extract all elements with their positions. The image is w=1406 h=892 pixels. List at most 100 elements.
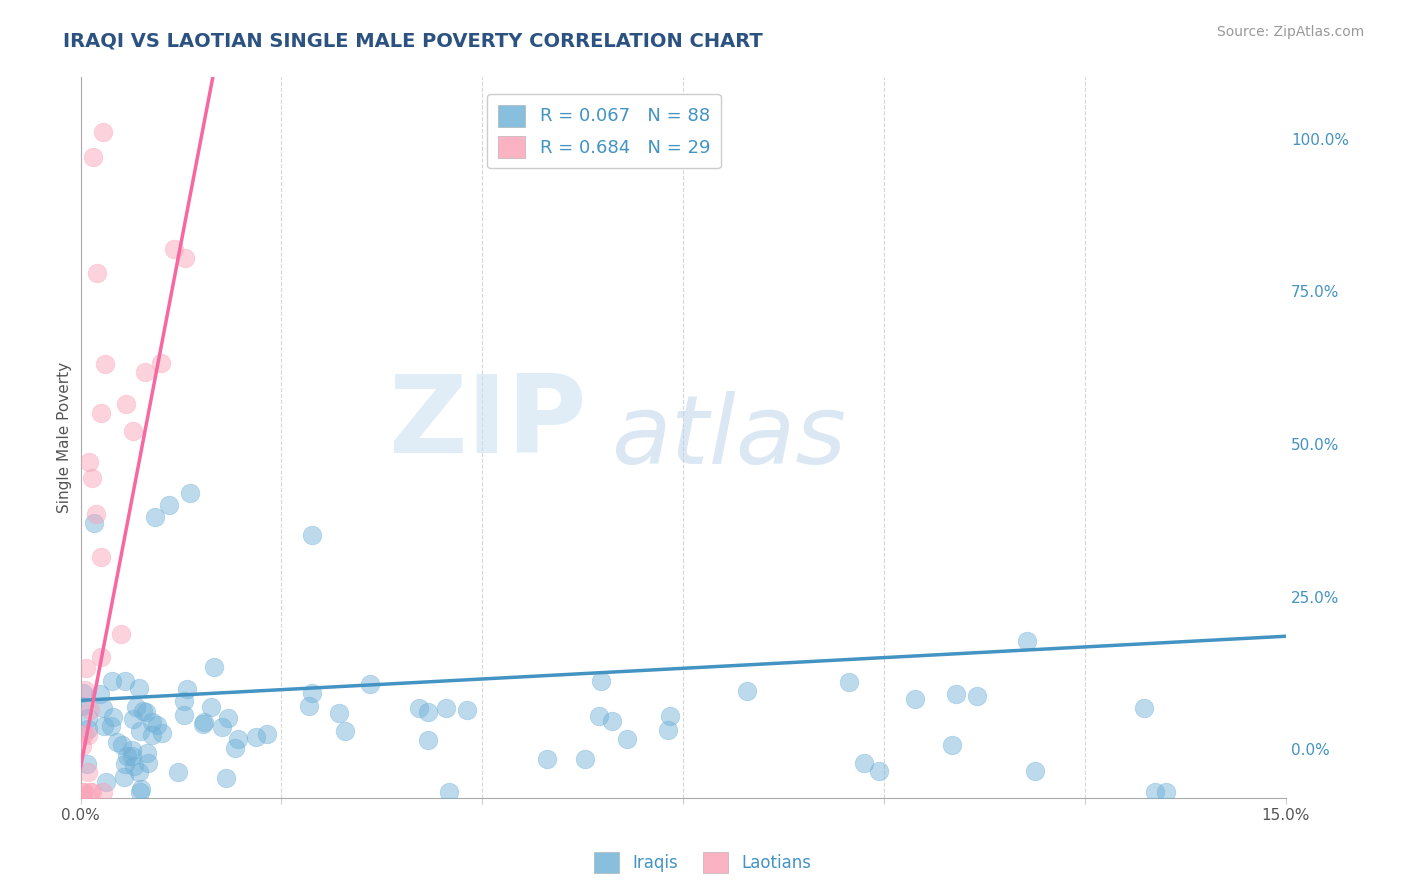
Y-axis label: Single Male Poverty: Single Male Poverty (58, 362, 72, 513)
Point (143, 510, 166, 524)
Point (93, 719, 115, 733)
Point (128, 681, 150, 695)
Point (141, 715, 163, 730)
Point (200, 700, 222, 714)
Point (110, 626, 132, 640)
Point (852, 756, 875, 770)
Point (91, 701, 114, 715)
Point (215, 771, 238, 785)
Point (90, 406, 112, 420)
Point (77, 722, 100, 736)
Point (574, 752, 596, 766)
Point (588, 709, 610, 723)
Point (301, 686, 323, 700)
Text: IRAQI VS LAOTIAN SINGLE MALE POVERTY CORRELATION CHART: IRAQI VS LAOTIAN SINGLE MALE POVERTY COR… (63, 31, 763, 50)
Point (301, 528, 323, 542)
Point (122, 712, 145, 726)
Point (121, 742, 143, 756)
Point (82, 150, 104, 164)
Point (73, 727, 96, 741)
Point (211, 720, 233, 734)
Text: ZIP: ZIP (388, 370, 586, 476)
Point (591, 674, 613, 689)
Point (359, 676, 381, 690)
Point (173, 693, 195, 707)
Point (82, 785, 104, 799)
Point (72, 686, 94, 700)
Point (135, 705, 157, 719)
Point (90, 649, 112, 664)
Point (100, 719, 122, 733)
Point (94, 774, 117, 789)
Point (115, 397, 138, 411)
Point (128, 724, 150, 739)
Point (600, 714, 623, 729)
Point (114, 770, 136, 784)
Point (70, 739, 93, 753)
Point (76, 764, 98, 779)
Point (868, 764, 890, 778)
Point (176, 681, 198, 696)
Point (224, 740, 246, 755)
Point (93, 785, 115, 799)
Point (166, 764, 188, 779)
Point (83, 516, 105, 531)
Point (79, 785, 101, 799)
Point (70, 785, 93, 799)
Point (456, 703, 478, 717)
Point (838, 675, 860, 690)
Point (226, 731, 249, 746)
Point (125, 700, 148, 714)
Point (333, 724, 356, 739)
Text: Source: ZipAtlas.com: Source: ZipAtlas.com (1216, 25, 1364, 39)
Point (115, 748, 138, 763)
Point (73, 785, 96, 799)
Point (86, 266, 108, 280)
Point (134, 365, 156, 379)
Point (163, 242, 186, 256)
Point (659, 709, 682, 723)
Point (114, 757, 136, 772)
Point (75, 661, 97, 675)
Point (416, 732, 439, 747)
Point (114, 673, 136, 688)
Point (105, 735, 128, 749)
Point (89, 688, 111, 702)
Point (79, 703, 101, 717)
Point (941, 738, 963, 752)
Point (103, 710, 125, 724)
Point (217, 711, 239, 725)
Point (157, 498, 180, 512)
Point (70, 699, 93, 714)
Point (966, 689, 988, 703)
Point (82, 471, 104, 485)
Point (1024, 764, 1046, 779)
Point (202, 660, 225, 674)
Point (152, 726, 174, 740)
Point (416, 705, 439, 719)
Point (536, 752, 558, 766)
Point (1144, 785, 1167, 799)
Point (129, 785, 152, 799)
Point (256, 727, 278, 741)
Point (657, 723, 679, 738)
Point (1132, 701, 1154, 715)
Point (1017, 633, 1039, 648)
Point (193, 714, 215, 729)
Point (136, 746, 159, 760)
Point (945, 687, 967, 701)
Point (84, 507, 107, 521)
Point (132, 704, 155, 718)
Point (434, 701, 457, 715)
Point (76, 756, 98, 771)
Point (904, 692, 927, 706)
Point (128, 765, 150, 780)
Point (122, 758, 145, 772)
Point (77, 455, 100, 469)
Point (121, 749, 143, 764)
Point (76, 711, 98, 725)
Point (75, 683, 97, 698)
Point (735, 684, 758, 698)
Point (93, 358, 115, 372)
Point (122, 424, 145, 438)
